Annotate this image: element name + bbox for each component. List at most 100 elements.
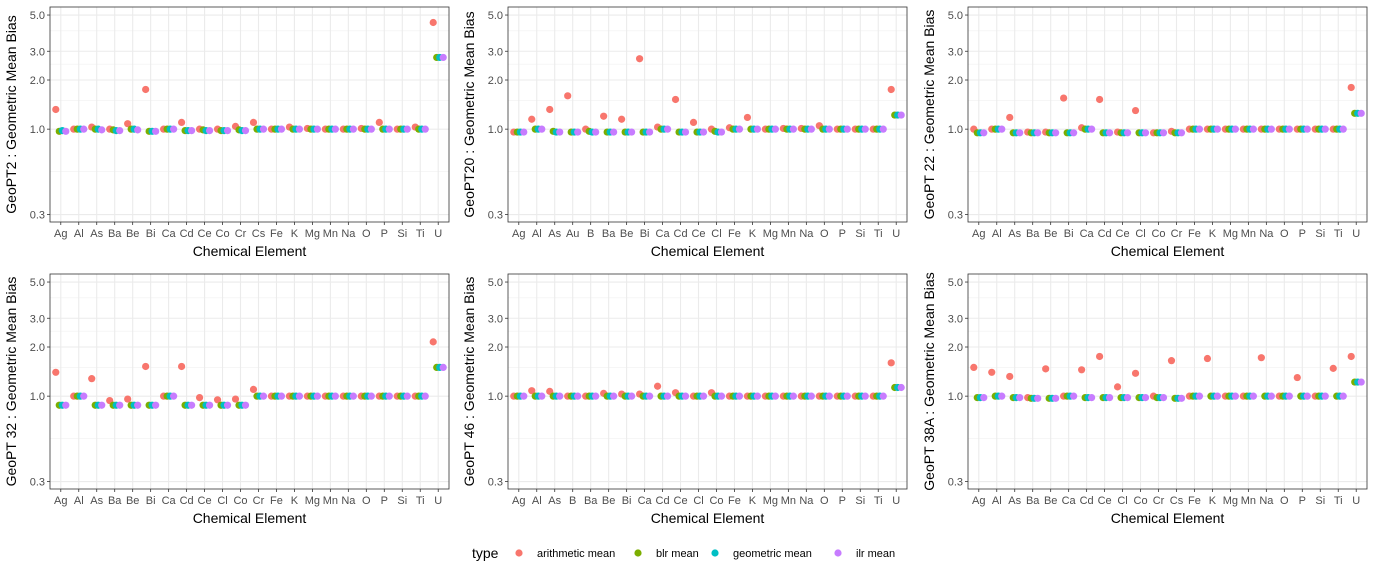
x-tick-label: Be <box>1044 228 1057 240</box>
x-tick-label: Be <box>602 495 615 507</box>
y-tick-label: 5.0 <box>30 10 45 22</box>
x-tick-label: Cd <box>656 495 670 507</box>
data-point <box>807 125 815 133</box>
x-tick-label: Be <box>126 228 139 240</box>
data-point <box>1095 95 1104 104</box>
y-tick-label: 1.0 <box>488 391 503 403</box>
series-ilr-mean <box>980 378 1365 402</box>
data-point <box>277 125 286 133</box>
x-tick-label: Cr <box>1171 228 1183 240</box>
data-point <box>1293 373 1301 382</box>
x-tick-label: Ti <box>874 495 883 507</box>
data-point <box>259 125 268 133</box>
data-point <box>249 385 258 393</box>
x-tick-label: K <box>1209 495 1217 507</box>
data-point <box>277 392 286 400</box>
data-point <box>689 118 698 126</box>
data-point <box>653 382 662 390</box>
panel-2: 0.3 1.0 2.0 3.0 5.0 Ag Al As Au B Ba Be Bi Ca Cd Ce Cl Fe… <box>461 6 908 259</box>
data-point <box>771 392 780 400</box>
x-tick-label: Ce <box>674 495 688 507</box>
x-tick-label: Mg <box>305 495 320 507</box>
x-tick-label: O <box>1280 228 1289 240</box>
legend-title: type <box>472 545 499 561</box>
x-tick-label: Ba <box>584 495 598 507</box>
data-point <box>367 392 375 400</box>
x-tick-label: Ce <box>198 228 212 240</box>
x-tick-label: Bi <box>146 495 156 507</box>
panel-1: 0.3 1.0 2.0 3.0 5.0 Ag Al As Ba Be Bi Ca Cd Ce Co Cr Cs F… <box>3 6 450 259</box>
data-point <box>142 362 150 371</box>
x-tick-label: Mn <box>1241 228 1256 240</box>
data-point <box>1177 394 1186 402</box>
data-point <box>681 392 690 400</box>
data-point <box>635 55 644 63</box>
data-point <box>295 392 304 400</box>
y-tick-label: 1.0 <box>30 124 45 136</box>
panel-5: 0.3 1.0 2.0 3.0 5.0 Ag Al As B Ba Be Bi Ca Cd Ce Cl Co Fe… <box>461 273 908 526</box>
x-tick-label: Ce <box>1098 495 1112 507</box>
data-point <box>743 113 752 122</box>
data-point <box>843 125 851 133</box>
data-point <box>628 392 636 400</box>
data-point <box>1078 366 1086 374</box>
legend-key-arithmetic-mean <box>515 549 523 557</box>
series-ilr-mean <box>520 383 905 400</box>
data-point <box>556 392 564 400</box>
x-tick-label: As <box>90 228 103 240</box>
data-point <box>52 105 60 114</box>
y-tick-label: 5.0 <box>488 277 503 289</box>
x-tick-label: Ti <box>1334 228 1343 240</box>
panel-border <box>49 6 450 223</box>
data-point <box>88 375 96 383</box>
data-point <box>998 392 1006 400</box>
data-point <box>1070 392 1078 400</box>
x-tick-label: Cs <box>252 228 266 240</box>
x-tick-label: P <box>381 228 388 240</box>
data-point <box>753 392 762 400</box>
y-tick-label: 1.0 <box>488 124 503 136</box>
x-tick-label: Al <box>74 228 84 240</box>
x-tick-label: Co <box>1151 228 1165 240</box>
x-tick-label: As <box>548 228 561 240</box>
data-point <box>1034 394 1042 402</box>
x-tick-label: U <box>892 495 900 507</box>
y-tick-label: 2.0 <box>948 75 963 87</box>
data-point <box>1095 352 1104 361</box>
x-tick-label: As <box>548 495 561 507</box>
data-point <box>843 392 851 400</box>
x-tick-label: Cl <box>1135 228 1145 240</box>
x-tick-label: O <box>1280 495 1289 507</box>
data-point <box>618 115 626 123</box>
data-point <box>1231 125 1240 133</box>
data-point <box>988 368 996 376</box>
x-tick-label: Cl <box>693 495 703 507</box>
data-point <box>538 392 546 400</box>
x-tick-label: Si <box>397 228 407 240</box>
y-tick-label: 0.3 <box>488 210 503 222</box>
x-tick-label: Al <box>992 495 1002 507</box>
data-point <box>1339 125 1347 133</box>
y-tick-label: 0.3 <box>488 477 503 489</box>
data-point <box>970 363 978 372</box>
x-tick-label: Fe <box>1188 495 1201 507</box>
x-tick-label: Ca <box>638 495 653 507</box>
panel-background <box>50 274 449 489</box>
x-tick-label: Bi <box>146 228 156 240</box>
x-tick-label: Au <box>566 228 579 240</box>
x-tick-label: Ca <box>1080 228 1095 240</box>
data-point <box>897 111 905 119</box>
data-point <box>231 395 240 403</box>
data-point <box>385 125 393 133</box>
panel-border <box>967 6 1368 223</box>
x-tick-label: Ag <box>54 495 67 507</box>
legend-key-geometric-mean <box>711 549 719 557</box>
data-point <box>825 125 833 133</box>
legend-label: geometric mean <box>733 548 812 560</box>
data-point <box>152 127 160 135</box>
panel-border <box>507 273 908 490</box>
x-tick-label: Al <box>532 228 542 240</box>
data-point <box>187 126 196 135</box>
y-tick-label: 1.0 <box>30 391 45 403</box>
data-point <box>671 95 680 104</box>
